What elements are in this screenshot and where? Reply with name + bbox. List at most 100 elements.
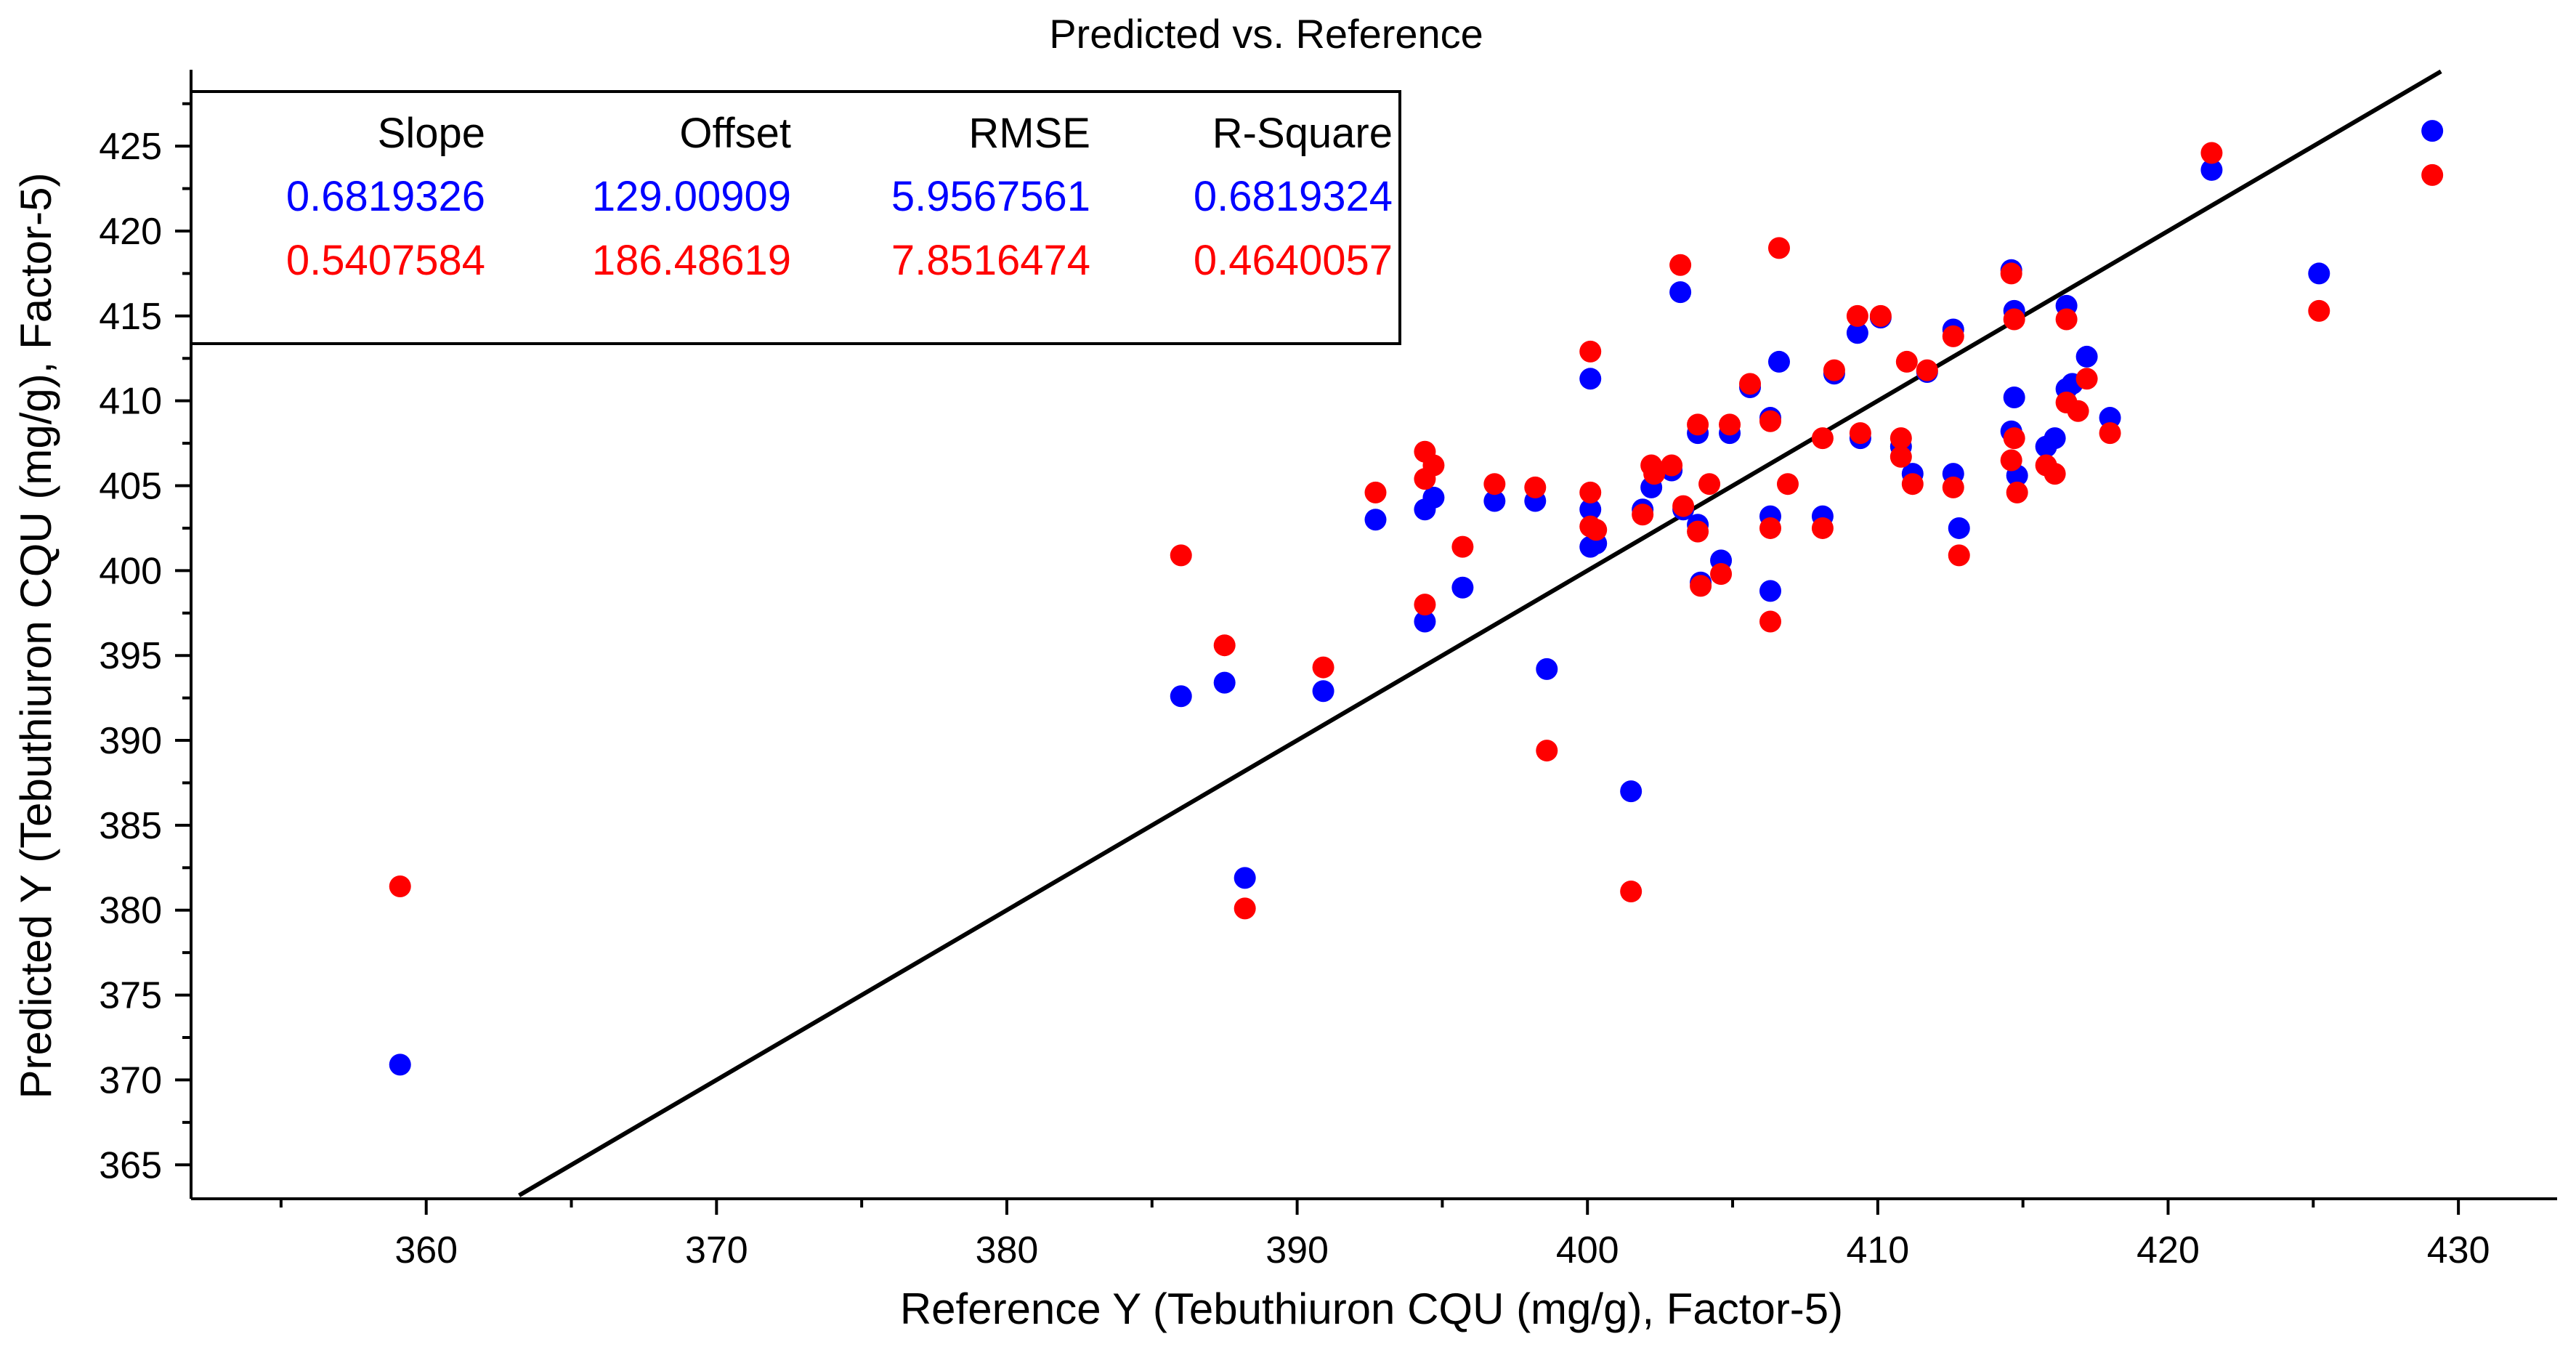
stats-legend-frame [190, 90, 1401, 345]
data-point-red [1849, 422, 1871, 445]
data-point-red [1669, 254, 1692, 276]
data-point-blue [1579, 368, 1602, 390]
stats-blue-rmse: 5.9567561 [891, 173, 1090, 220]
stats-blue-offset: 129.00909 [592, 173, 791, 220]
data-point-red [1579, 481, 1602, 503]
data-point-red [1895, 350, 1918, 373]
data-point-red [2421, 163, 2444, 186]
y-tick-label: 370 [99, 1059, 162, 1101]
x-axis-label: Reference Y (Tebuthiuron CQU (mg/g), Fac… [900, 1285, 1843, 1333]
data-point-blue [1170, 685, 1192, 708]
data-point-red [1364, 481, 1387, 503]
y-tick-label: 425 [99, 126, 162, 168]
y-tick-label: 390 [99, 720, 162, 762]
stats-header-offset: Offset [679, 110, 791, 157]
x-tick-label: 400 [1556, 1229, 1619, 1271]
data-point-blue [2003, 387, 2025, 409]
data-point-red [1739, 373, 1762, 395]
data-point-red [2044, 463, 2066, 485]
data-point-red [1901, 473, 1924, 495]
data-point-blue [1422, 486, 1445, 509]
data-point-blue [2099, 407, 2121, 429]
data-point-blue [1414, 610, 1436, 633]
x-tick-label: 430 [2427, 1229, 2490, 1271]
data-point-red [1759, 410, 1781, 432]
data-point-blue [1213, 671, 1236, 694]
data-point-red [1776, 473, 1799, 495]
stats-red-slope: 0.5407584 [286, 237, 485, 284]
data-point-red [2200, 142, 2223, 164]
y-tick-label: 375 [99, 975, 162, 1017]
x-tick-label: 420 [2136, 1229, 2200, 1271]
data-point-red [1948, 544, 1970, 567]
data-point-blue [1312, 680, 1334, 703]
data-point-red [1312, 656, 1334, 679]
data-point-red [1719, 413, 1741, 436]
x-tick-label: 360 [394, 1229, 458, 1271]
data-point-red [2003, 427, 2025, 450]
data-point-red [1687, 413, 1709, 436]
ticks: 360 370 380 390 400 410 420 430 365 370 375 380 385 3… [99, 102, 2490, 1271]
data-point-red [1585, 519, 1608, 541]
y-tick-label: 380 [99, 890, 162, 932]
data-point-red [2000, 262, 2022, 285]
data-point-blue [2308, 262, 2330, 285]
data-point-red [1846, 304, 1868, 327]
stats-header-rsquare: R-Square [1212, 110, 1393, 157]
data-point-red [1890, 427, 1912, 450]
data-point-red [1942, 325, 1964, 347]
chart-title: Predicted vs. Reference [1049, 11, 1483, 57]
data-point-blue [1451, 576, 1474, 599]
data-point-red [2308, 299, 2330, 322]
y-tick-label: 395 [99, 635, 162, 677]
data-point-red [1942, 476, 1964, 498]
data-point-red [1811, 517, 1834, 539]
x-tick-label: 380 [976, 1229, 1039, 1271]
data-point-red [1579, 340, 1602, 363]
data-point-red [1687, 520, 1709, 543]
data-point-blue [389, 1053, 411, 1076]
data-point-red [1823, 359, 1845, 381]
data-point-red [1698, 473, 1721, 495]
stats-red-rsquare: 0.4640057 [1194, 237, 1393, 284]
target-line [518, 69, 2442, 1197]
data-point-red [2003, 308, 2025, 331]
data-point-red [2075, 368, 2098, 390]
data-point-red [1690, 575, 1712, 597]
data-point-blue [2421, 120, 2444, 142]
data-point-red [1483, 473, 1506, 495]
data-point-blue [2044, 427, 2066, 450]
data-point-blue [1767, 350, 1790, 373]
data-point-blue [2200, 158, 2223, 181]
stats-header-slope: Slope [378, 110, 485, 157]
y-tick-label: 410 [99, 381, 162, 423]
data-point-red [1536, 740, 1558, 762]
data-point-red [2099, 422, 2121, 445]
x-tick-label: 370 [685, 1229, 748, 1271]
data-point-red [1759, 517, 1781, 539]
data-point-blue [1620, 780, 1643, 803]
data-point-red [2006, 481, 2028, 503]
data-point-blue [1759, 580, 1781, 602]
stats-legend-box: Slope Offset RMSE R-Square 0.6819326 129… [190, 90, 1401, 345]
x-tick-label: 410 [1846, 1229, 1909, 1271]
data-point-red [389, 875, 411, 898]
stats-red-offset: 186.48619 [592, 237, 791, 284]
data-point-red [2000, 449, 2022, 472]
y-tick-label: 400 [99, 550, 162, 592]
data-point-red [1422, 454, 1445, 477]
data-point-red [1890, 445, 1912, 468]
data-point-red [1234, 897, 1256, 920]
data-point-blue [1846, 322, 1868, 344]
data-point-red [2067, 400, 2089, 422]
data-point-blue [1364, 509, 1387, 531]
y-axis-label: Predicted Y (Tebuthiuron CQU (mg/g), Fac… [12, 173, 60, 1099]
data-point-blue [2075, 345, 2098, 368]
y-tick-label: 420 [99, 211, 162, 253]
data-point-red [1524, 476, 1547, 498]
data-point-red [1661, 454, 1683, 477]
data-point-red [1869, 304, 1892, 327]
x-tick-label: 390 [1265, 1229, 1329, 1271]
data-point-red [1414, 594, 1436, 616]
